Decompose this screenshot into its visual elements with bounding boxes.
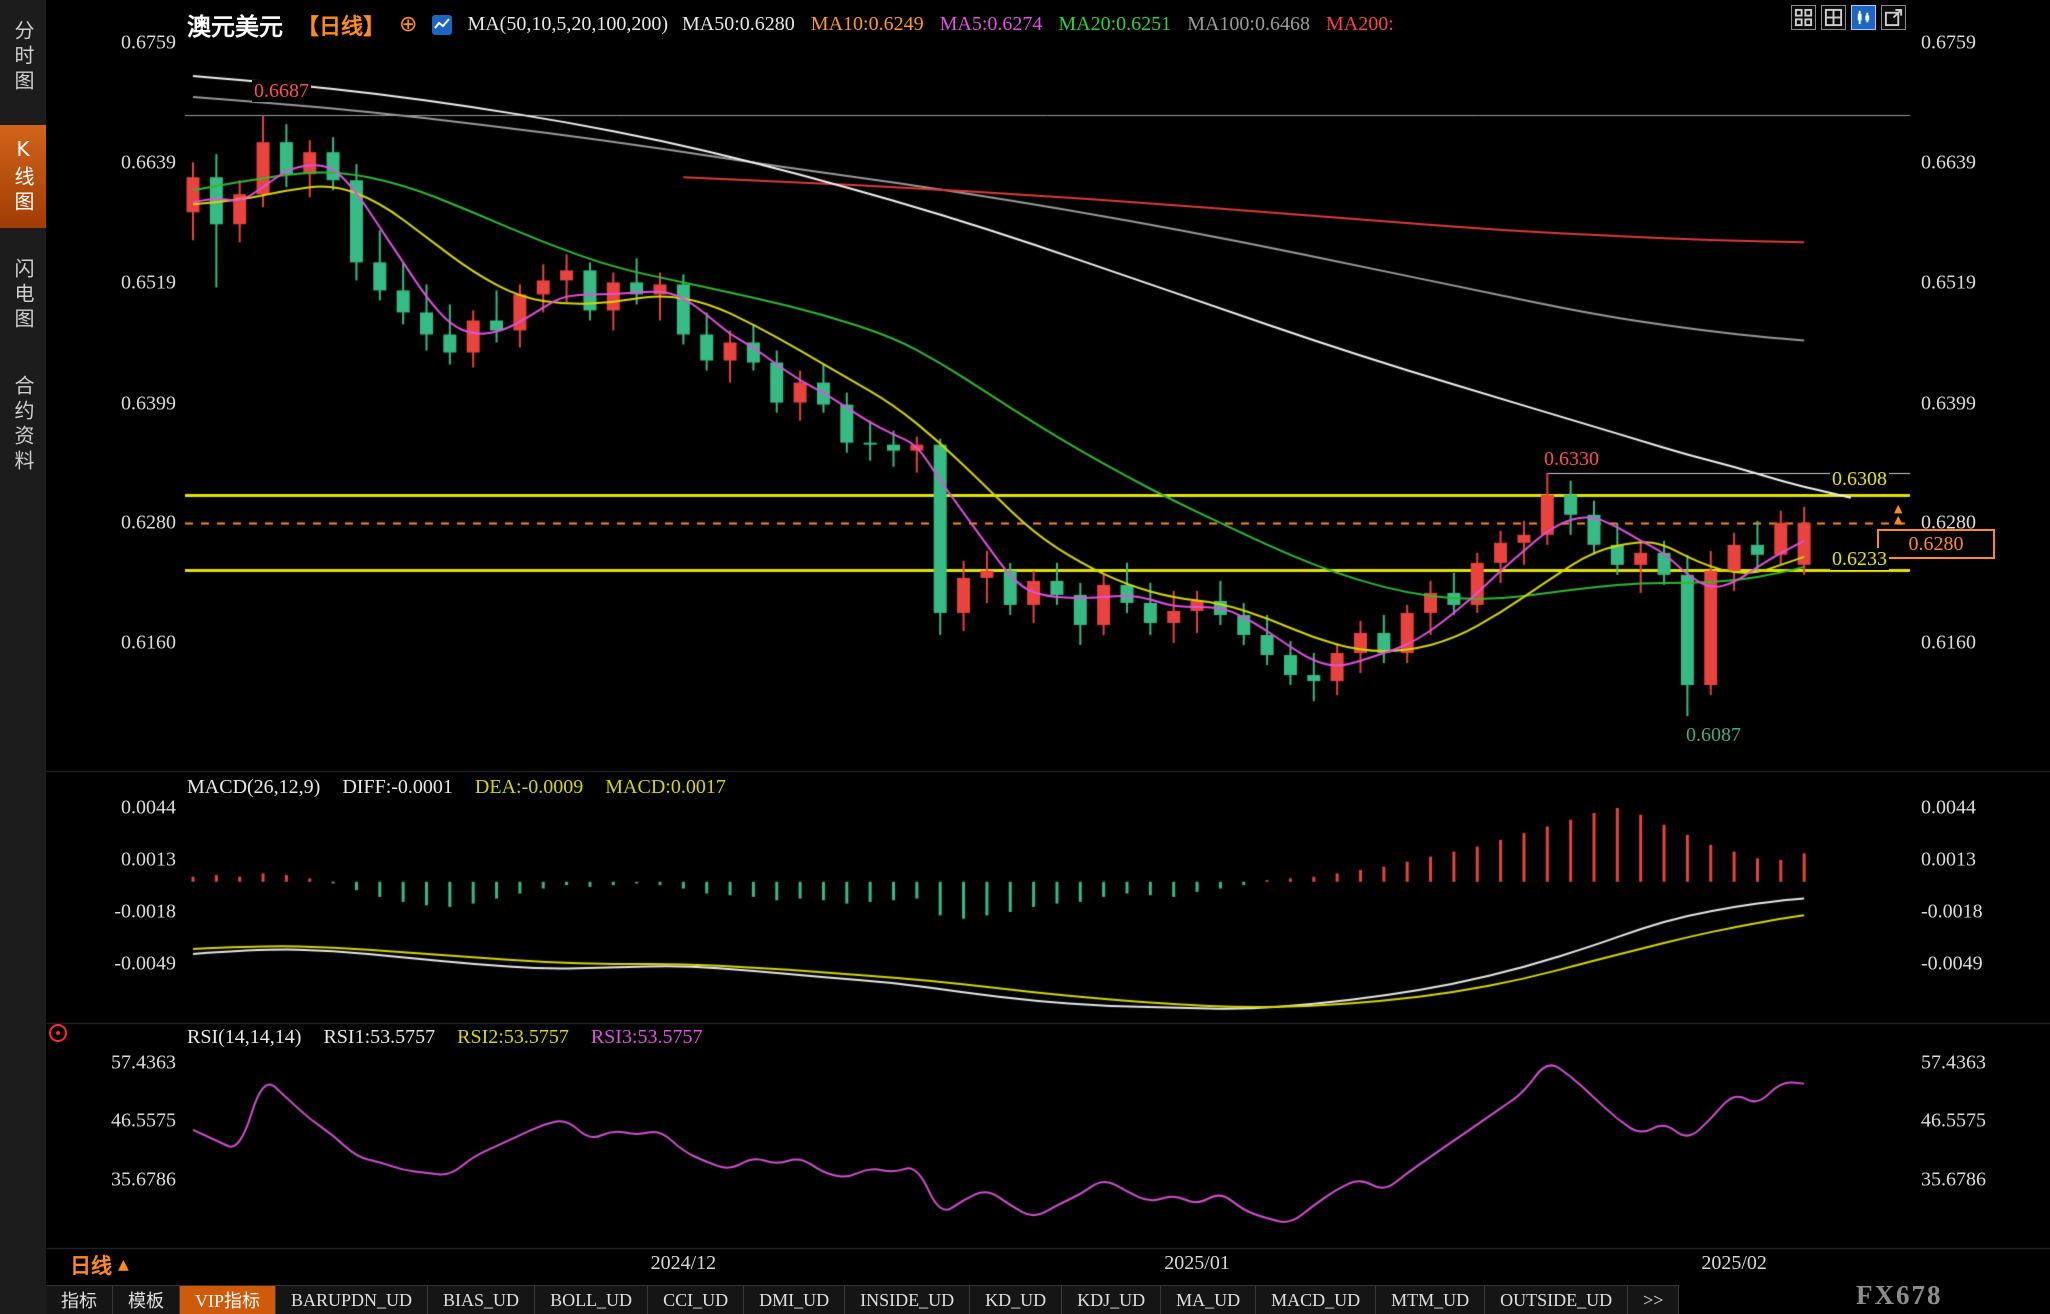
toolbar-item-inside[interactable]: INSIDE_UD bbox=[845, 1286, 971, 1314]
sidebar-tab-lightning-chart[interactable]: 闪电图 bbox=[11, 258, 35, 333]
macd-axis-label: 0.0013 bbox=[1921, 848, 1976, 871]
rsi3-value: RSI3:53.5757 bbox=[590, 1026, 703, 1048]
ma-legend-value-4: MA100:0.6468 bbox=[1187, 13, 1310, 35]
add-compare-icon[interactable]: ⊕ bbox=[399, 12, 418, 37]
watermark: FX678 bbox=[1856, 1280, 1943, 1310]
macd-axis-label: -0.0018 bbox=[114, 900, 176, 923]
price-axis-label: 0.6280 bbox=[121, 511, 176, 534]
toolbar-item-vip-indicator[interactable]: VIP指标 bbox=[180, 1286, 277, 1314]
price-up-arrows-icon: ▲ ▲ bbox=[1894, 502, 1903, 526]
rsi-axis-label: 46.5575 bbox=[111, 1109, 176, 1132]
date-axis-label: 2025/01 bbox=[1164, 1252, 1230, 1274]
toolbar-item-bias[interactable]: BIAS_UD bbox=[428, 1286, 536, 1314]
quad-layout-icon[interactable] bbox=[1821, 5, 1846, 30]
toolbar-item-boll[interactable]: BOLL_UD bbox=[535, 1286, 649, 1314]
left-sidebar: 分时图 K线图闪电图合约资料 bbox=[0, 0, 46, 1314]
page-title: 澳元美元 bbox=[187, 13, 283, 41]
macd-diff-value: DIFF:-0.0001 bbox=[342, 776, 453, 798]
toolbar-item-ma[interactable]: MA_UD bbox=[1161, 1286, 1257, 1314]
dropdown-arrow-icon: ▲ bbox=[118, 1257, 129, 1273]
toolbar-item-kdj[interactable]: KDJ_UD bbox=[1062, 1286, 1162, 1314]
date-axis-label: 2024/12 bbox=[650, 1252, 717, 1274]
macd-axis-label: -0.0049 bbox=[114, 952, 176, 975]
price-axis-label: 0.6399 bbox=[1921, 392, 1976, 415]
ma-legend: MA50:0.6280 MA10:0.6249 MA5:0.6274 MA20:0.6… bbox=[682, 13, 1394, 36]
toolbar-item-template[interactable]: 模板 bbox=[113, 1286, 180, 1314]
macd-axis-label: -0.0049 bbox=[1921, 952, 1983, 975]
macd-legend: MACD(26,12,9) DIFF:-0.0001 DEA:-0.0009 M… bbox=[187, 776, 726, 799]
ma-legend-value-0: MA50:0.6280 bbox=[682, 13, 795, 35]
current-price-badge: 0.6280 bbox=[1877, 529, 1995, 559]
price-level-label: 0.6330 bbox=[1542, 448, 1601, 470]
sidebar-tab-time-chart[interactable]: 分时图 bbox=[11, 20, 35, 95]
sidebar-tab-contract-info[interactable]: 合约资料 bbox=[11, 375, 35, 475]
price-axis-label: 0.6759 bbox=[121, 31, 176, 54]
window-layout-icons bbox=[1791, 5, 1906, 30]
indicator-toolbar: 指标 模板 VIP指标 BARUPDN_UD BIAS_UD BOLL_UD CCI_UD D… bbox=[46, 1285, 1680, 1314]
price-axis-label: 0.6160 bbox=[1921, 631, 1976, 654]
kline-indicator-icon bbox=[431, 14, 453, 36]
toolbar-item-mtm[interactable]: MTM_UD bbox=[1376, 1286, 1486, 1314]
rsi-axis-label: 35.6786 bbox=[1921, 1168, 1986, 1191]
ma-legend-value-2: MA5:0.6274 bbox=[939, 13, 1043, 35]
toolbar-item-kd[interactable]: KD_UD bbox=[970, 1286, 1063, 1314]
sidebar-tab-kline-chart[interactable]: K线图 bbox=[0, 125, 46, 228]
macd-axis-label: 0.0044 bbox=[121, 796, 176, 819]
ma-legend-value-5: MA200: bbox=[1325, 13, 1394, 35]
ma-legend-value-1: MA10:0.6249 bbox=[810, 13, 924, 35]
grid-layout-icon[interactable] bbox=[1791, 5, 1816, 30]
rsi2-value: RSI2:53.5757 bbox=[457, 1026, 569, 1048]
price-axis-label: 0.6639 bbox=[1921, 151, 1976, 174]
price-level-label: 0.6087 bbox=[1684, 724, 1743, 746]
alert-dot-icon[interactable] bbox=[49, 1024, 67, 1042]
date-axis-label: 2025/02 bbox=[1701, 1252, 1767, 1274]
macd-value: MACD:0.0017 bbox=[605, 776, 726, 798]
rsi-title: RSI(14,14,14) bbox=[187, 1026, 302, 1048]
rsi-axis-label: 46.5575 bbox=[1921, 1109, 1986, 1132]
macd-axis-label: 0.0013 bbox=[121, 848, 176, 871]
price-axis-label: 0.6639 bbox=[121, 151, 176, 174]
toolbar-item-cci[interactable]: CCI_UD bbox=[648, 1286, 745, 1314]
new-window-icon[interactable] bbox=[1881, 5, 1906, 30]
toolbar-item-more[interactable]: >> bbox=[1628, 1286, 1680, 1314]
price-axis-label: 0.6519 bbox=[121, 271, 176, 294]
price-axis-label: 0.6759 bbox=[1921, 31, 1976, 54]
macd-axis-label: 0.0044 bbox=[1921, 796, 1976, 819]
price-level-label: 0.6233 bbox=[1830, 548, 1889, 570]
toolbar-item-dmi[interactable]: DMI_UD bbox=[744, 1286, 846, 1314]
rsi-axis-label: 57.4363 bbox=[111, 1051, 176, 1074]
chart-header: 澳元美元 【日线】 ⊕ MA(50,10,5,20,100,200) MA50:… bbox=[187, 7, 1394, 42]
price-axis-label: 0.6519 bbox=[1921, 271, 1976, 294]
rsi-axis-label: 35.6786 bbox=[111, 1168, 176, 1191]
rsi-legend: RSI(14,14,14) RSI1:53.5757 RSI2:53.5757 … bbox=[187, 1026, 703, 1049]
toolbar-item-indicator[interactable]: 指标 bbox=[46, 1286, 113, 1314]
price-axis-label: 0.6399 bbox=[121, 392, 176, 415]
macd-title: MACD(26,12,9) bbox=[187, 776, 321, 798]
period-label-text: 日线 bbox=[70, 1254, 112, 1278]
period-tag: 【日线】 bbox=[297, 14, 386, 40]
rsi-axis-label: 57.4363 bbox=[1921, 1051, 1986, 1074]
price-level-label: 0.6687 bbox=[252, 80, 311, 102]
ma-legend-value-3: MA20:0.6251 bbox=[1058, 13, 1172, 35]
toolbar-item-barupdn[interactable]: BARUPDN_UD bbox=[276, 1286, 429, 1314]
price-axis-label: 0.6160 bbox=[121, 631, 176, 654]
kline-view-icon[interactable] bbox=[1851, 5, 1876, 30]
toolbar-item-outside[interactable]: OUTSIDE_UD bbox=[1485, 1286, 1629, 1314]
price-level-label: 0.6308 bbox=[1830, 468, 1889, 490]
macd-axis-label: -0.0018 bbox=[1921, 900, 1983, 923]
rsi1-value: RSI1:53.5757 bbox=[323, 1026, 436, 1048]
price-axis-label: 0.6280 bbox=[1921, 511, 1976, 534]
period-selector[interactable]: 日线 ▲ bbox=[70, 1250, 129, 1280]
ma-settings-label: MA(50,10,5,20,100,200) bbox=[467, 13, 668, 35]
macd-dea-value: DEA:-0.0009 bbox=[474, 776, 584, 798]
toolbar-item-macd[interactable]: MACD_UD bbox=[1256, 1286, 1377, 1314]
